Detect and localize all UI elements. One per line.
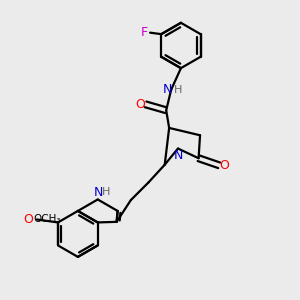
Text: O: O — [23, 213, 33, 226]
Text: H: H — [173, 85, 182, 94]
Text: N: N — [163, 83, 172, 96]
Text: OCH₃: OCH₃ — [33, 214, 61, 224]
Text: O: O — [220, 159, 230, 172]
Text: O: O — [135, 98, 145, 111]
Text: F: F — [141, 26, 148, 39]
Text: N: N — [173, 148, 183, 161]
Text: H: H — [102, 187, 110, 197]
Text: N: N — [94, 186, 103, 199]
